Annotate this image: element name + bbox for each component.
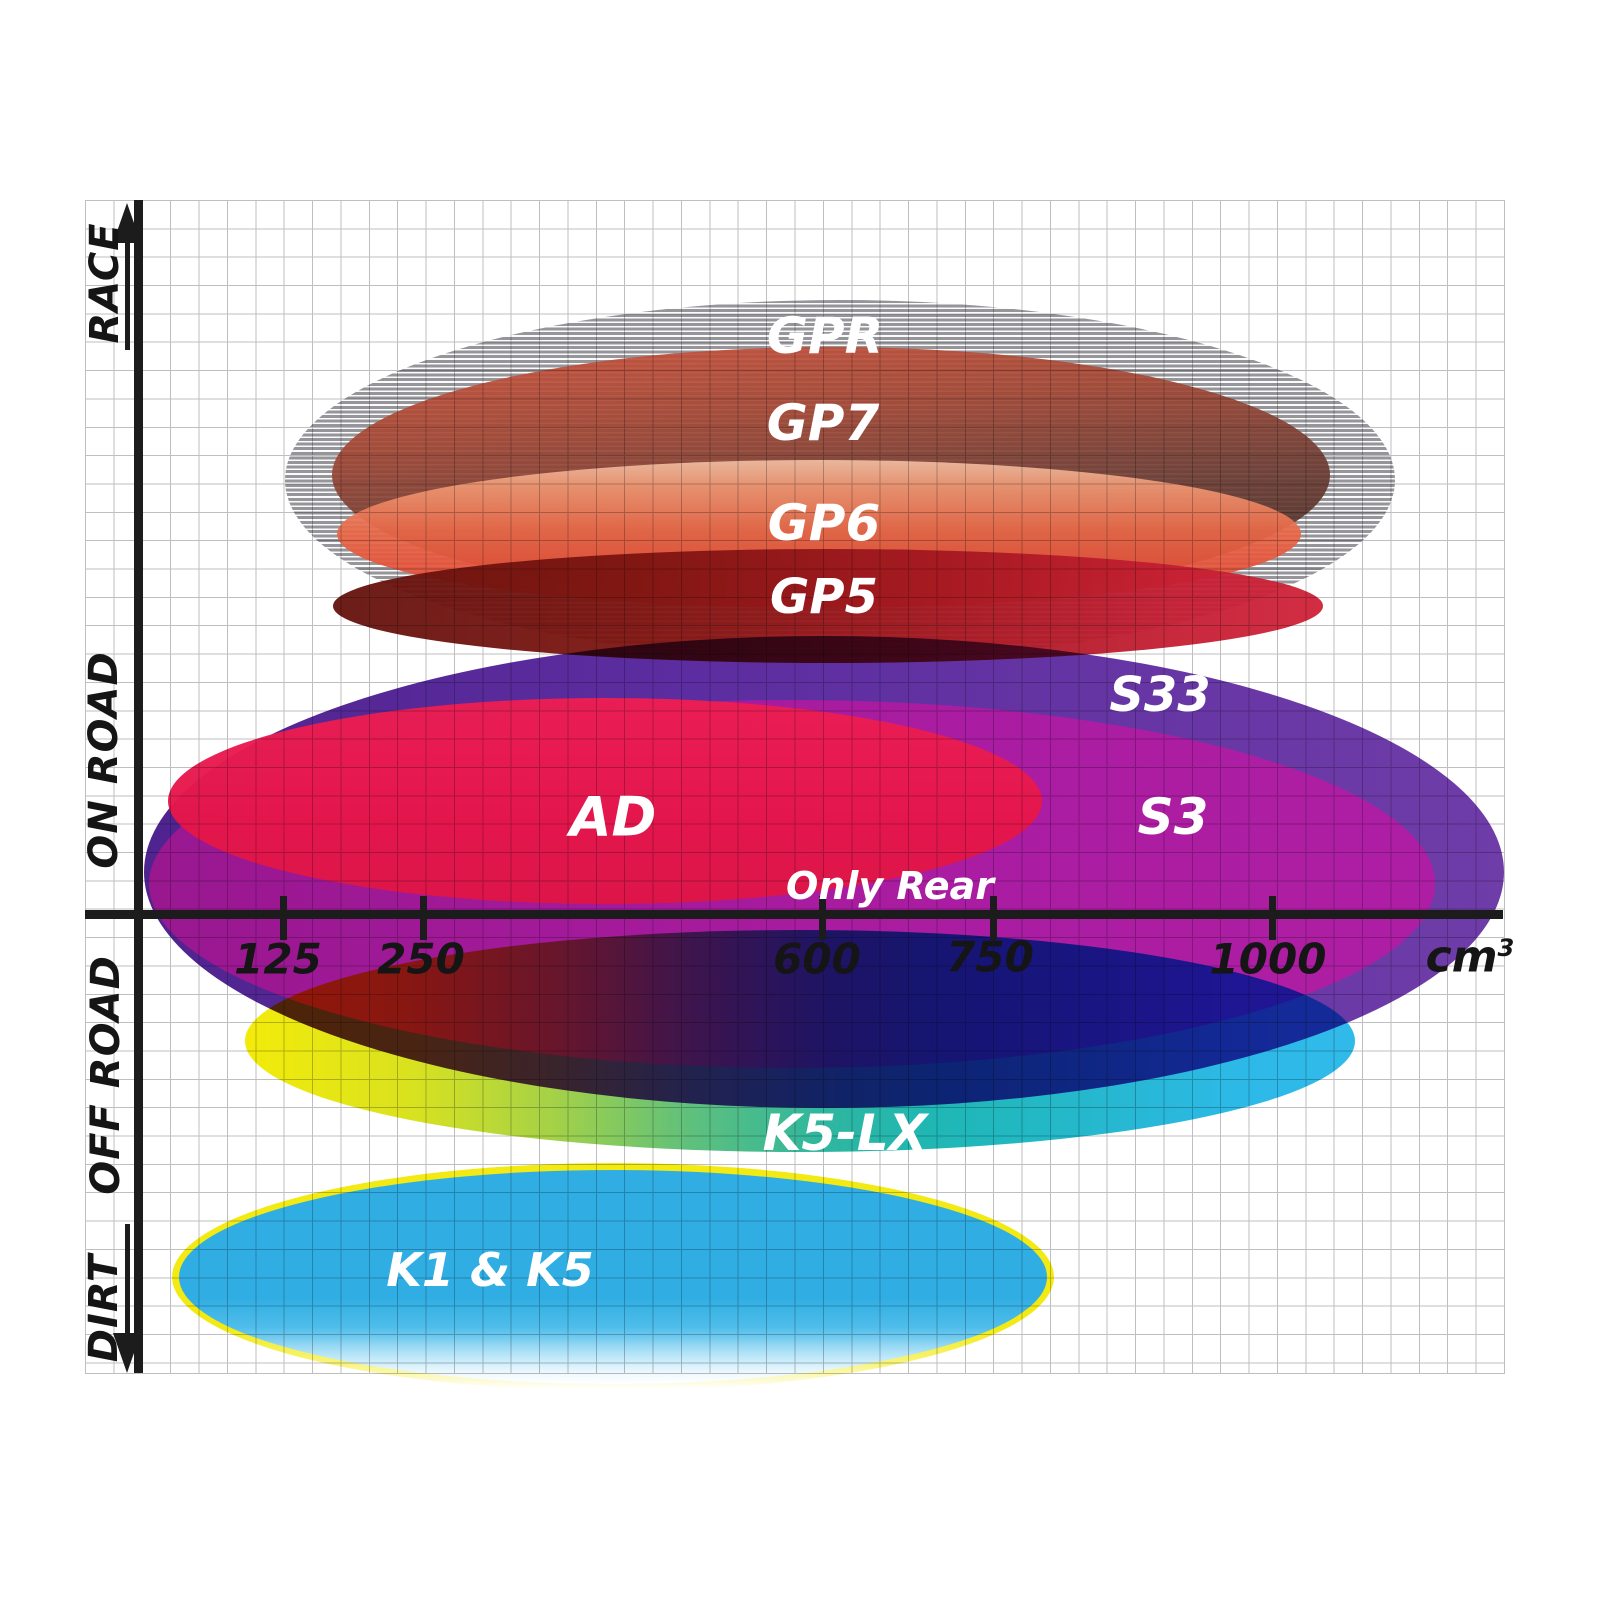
- region-label-gpr: GPR: [766, 307, 884, 365]
- up-arrow-head-icon: [113, 203, 141, 243]
- x-tick-label-250: 250: [377, 934, 465, 984]
- y-axis-line: [133, 200, 143, 1373]
- y-category-label-off-road: OFF ROAD: [83, 955, 129, 1195]
- x-axis-unit-label: cm3: [1426, 932, 1515, 983]
- region-k1k5-ellipse: [172, 1163, 1054, 1391]
- y-category-label-on-road: ON ROAD: [81, 651, 127, 869]
- y-category-label-dirt: DIRT: [81, 1253, 127, 1363]
- region-label-gp7: GP7: [766, 394, 880, 452]
- region-label-k5-lx: K5-LX: [762, 1104, 928, 1162]
- x-axis-tick-600: [818, 896, 826, 940]
- down-arrow-line: [124, 1224, 130, 1336]
- region-label-only-rear: Only Rear: [786, 864, 994, 908]
- x-tick-label-600: 600: [773, 934, 861, 984]
- down-arrow-head-icon: [113, 1333, 141, 1373]
- x-axis-tick-250: [419, 896, 427, 940]
- x-axis-unit-text: cm: [1425, 931, 1498, 983]
- up-arrow-line: [124, 240, 130, 350]
- region-label-k1-k5: K1 & K5: [386, 1243, 594, 1297]
- x-axis-tick-1000: [1268, 896, 1276, 940]
- y-category-label-race: RACE: [82, 222, 128, 344]
- region-label-s3: S3: [1137, 788, 1209, 846]
- x-axis-unit-exponent: 3: [1497, 933, 1515, 962]
- region-label-gp6: GP6: [767, 494, 881, 552]
- region-label-gp5: GP5: [770, 569, 878, 625]
- region-label-ad: AD: [569, 785, 657, 849]
- x-axis-tick-750: [989, 896, 997, 940]
- x-tick-label-125: 125: [234, 934, 322, 984]
- region-label-s33: S33: [1109, 667, 1211, 723]
- x-axis-tick-125: [279, 896, 287, 940]
- x-tick-label-1000: 1000: [1209, 934, 1327, 984]
- x-axis-line: [85, 909, 1503, 919]
- x-tick-label-750: 750: [946, 932, 1034, 982]
